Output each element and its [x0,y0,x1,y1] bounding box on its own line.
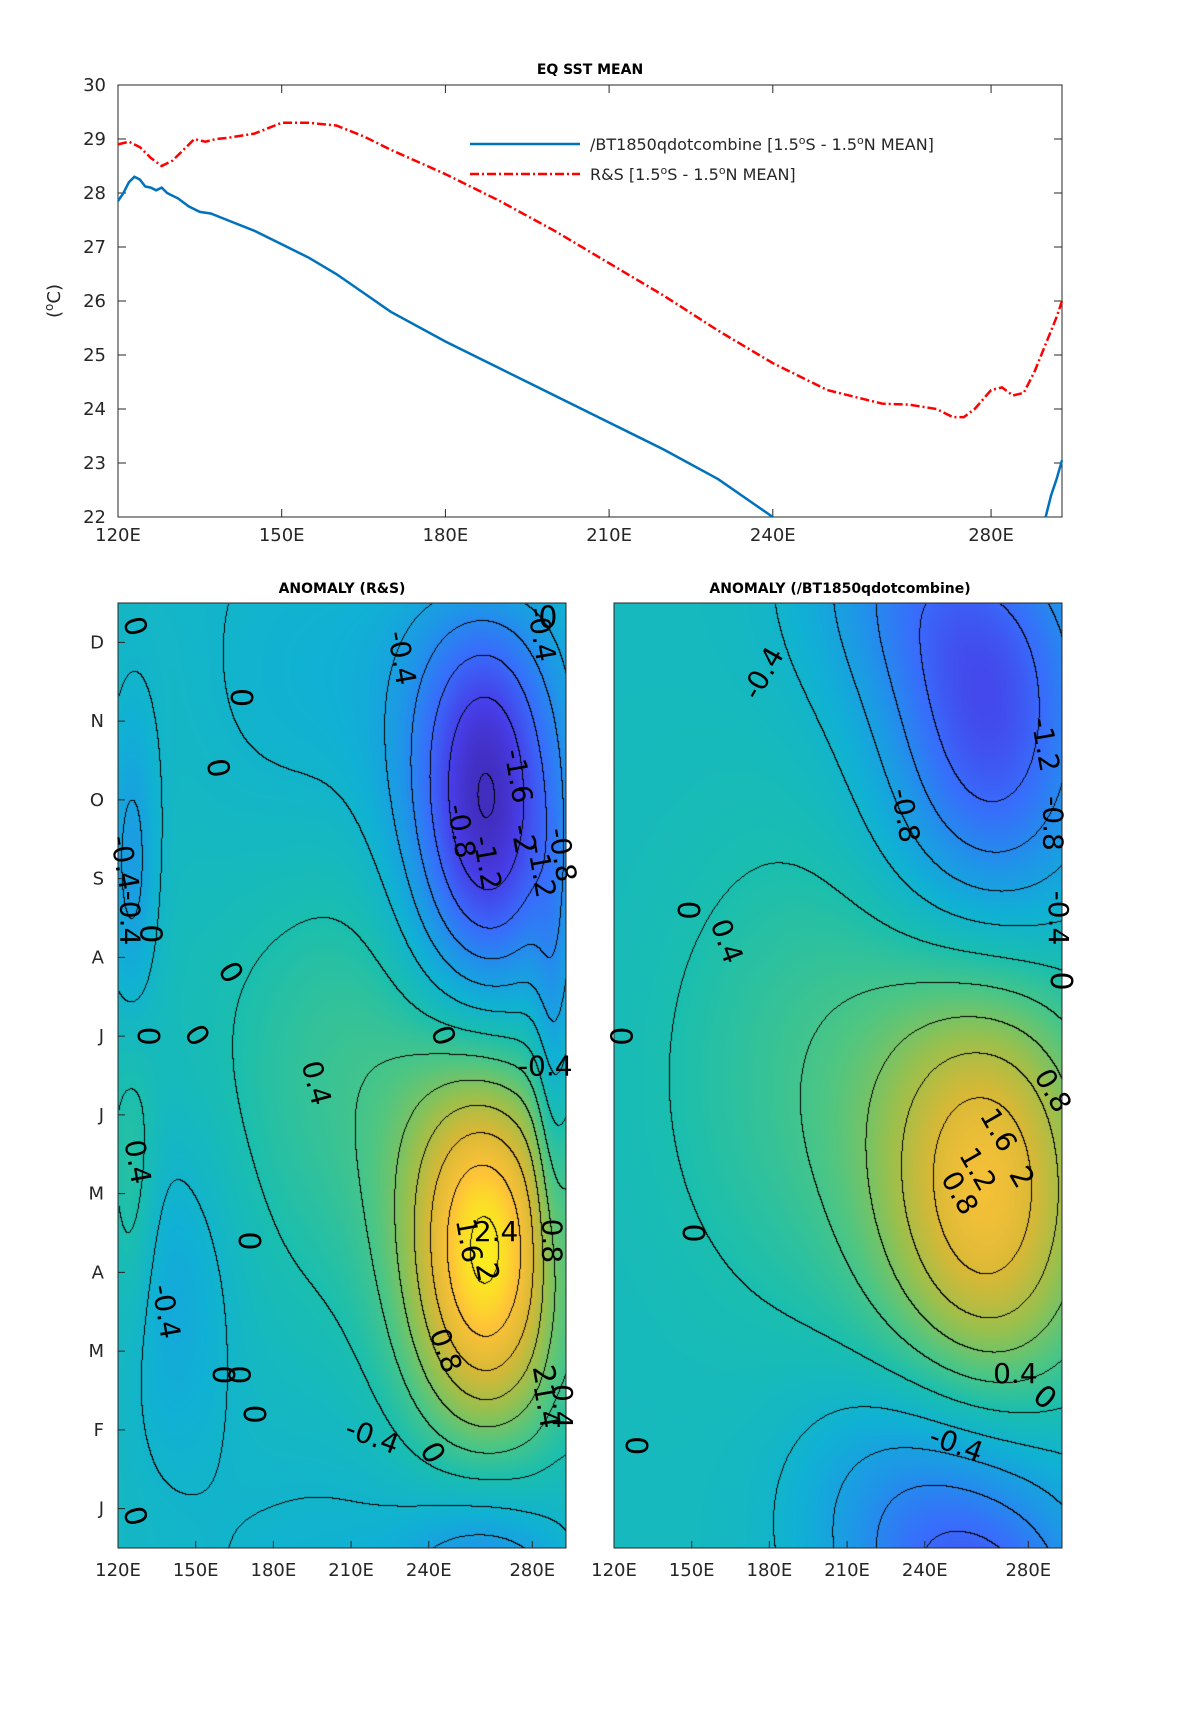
month-label: A [92,1262,105,1283]
series-line-0 [116,175,774,519]
contour-label: -0.4 [518,1050,573,1083]
contour-label: -0.8 [1037,796,1070,851]
contour-label: 0 [1043,971,1078,990]
contour-label: 0 [130,1027,165,1046]
x-tick-label: 280E [1005,1560,1051,1581]
month-label: O [90,790,104,811]
month-label: D [90,632,104,653]
sst-mean-line-chart: EQ SST MEAN 120E 150E 180E 210E 240E 280E 22 23… [42,62,1064,546]
heatmap-frame [613,602,1063,1549]
month-label: M [88,1341,104,1362]
contour-label: 1.6 [449,1216,489,1266]
y-tick-label: 27 [83,237,106,258]
chart-title: EQ SST MEAN [537,62,643,78]
x-tick-label: 120E [95,1560,141,1581]
y-axis-label: (oC) [42,284,65,318]
x-tick-label: 180E [251,1560,297,1581]
anomaly-rs-heatmap: ANOMALY (R&S) 120E 150E 180E 210E 240E 280E J F… [88,581,583,1581]
series-line-0-segment [1044,459,1064,518]
series-line-1 [117,121,1064,419]
x-tick-label: 120E [95,525,141,546]
month-label: N [91,711,104,732]
contour-label: 0.4 [993,1357,1038,1390]
x-tick-label: 180E [423,525,469,546]
contour-label: 1.4 [527,1381,567,1431]
month-label: F [94,1420,104,1441]
contour-label: 0 [133,924,168,943]
month-label: M [88,1184,104,1205]
y-tick-label: 25 [83,345,106,366]
contour-label: 0 [236,1405,271,1424]
x-tick-label: 240E [406,1560,452,1581]
x-tick-label: 240E [750,525,796,546]
y-tick-label: 23 [83,453,106,474]
heatmap-canvas [614,603,1062,1548]
x-tick-label: 280E [509,1560,555,1581]
anomaly-bt1850-heatmap: ANOMALY (/BT1850qdotcombine) 120E 150E 180… [591,581,1078,1581]
legend-label: /BT1850qdotcombine [1.5oS - 1.5oN MEAN] [590,134,934,155]
contour-label: 2.4 [474,1215,519,1248]
contour-label: -0.4 [1042,891,1075,946]
y-tick-label: 24 [83,399,106,420]
contour-label: 0 [670,901,705,920]
contour-label: 0 [618,1436,653,1455]
plot-area [117,84,1063,518]
legend: /BT1850qdotcombine [1.5oS - 1.5oN MEAN] R… [470,134,934,185]
y-tick-label: 30 [83,75,106,96]
heatmap-canvas [118,603,566,1548]
contour-label: -0.4 [113,891,146,946]
month-label: A [92,947,105,968]
x-tick-label: 240E [902,1560,948,1581]
x-tick-label: 150E [173,1560,219,1581]
month-label: J [98,1105,104,1126]
heatmap-title-rs: ANOMALY (R&S) [279,581,406,597]
x-tick-label: 280E [968,525,1014,546]
contour-label: 0 [675,1223,710,1242]
x-tick-label: 150E [669,1560,715,1581]
contour-label: 0.4 [117,1137,157,1187]
x-tick-label: 210E [328,1560,374,1581]
y-tick-label: 26 [83,291,106,312]
x-tick-label: 210E [824,1560,870,1581]
legend-label: R&S [1.5oS - 1.5oN MEAN] [590,164,796,185]
x-tick-label: 180E [747,1560,793,1581]
month-label: J [98,1026,104,1047]
contour-label: 0.4 [546,1384,579,1429]
x-tick-label: 210E [586,525,632,546]
contour-label: 0 [603,1027,638,1046]
contour-label: 0 [223,688,258,707]
y-tick-label: 29 [83,129,106,150]
heatmap-field [118,603,566,1548]
contour-label: 0 [205,1365,240,1384]
contour-label: 0 [538,600,557,635]
y-tick-label: 22 [83,507,106,528]
x-tick-label: 150E [259,525,305,546]
month-label: J [98,1499,104,1520]
month-label: S [93,869,104,890]
y-tick-label: 28 [83,183,106,204]
contour-label: 0 [221,1365,256,1384]
contour-label: 0.8 [535,1219,568,1264]
contour-label: 0 [231,1231,266,1250]
heatmap-field [614,603,1062,1548]
x-tick-label: 120E [591,1560,637,1581]
heatmap-title-bt1850: ANOMALY (/BT1850qdotcombine) [709,581,970,597]
contour-label: -2 [503,821,543,857]
heatmap-frame [117,602,567,1549]
